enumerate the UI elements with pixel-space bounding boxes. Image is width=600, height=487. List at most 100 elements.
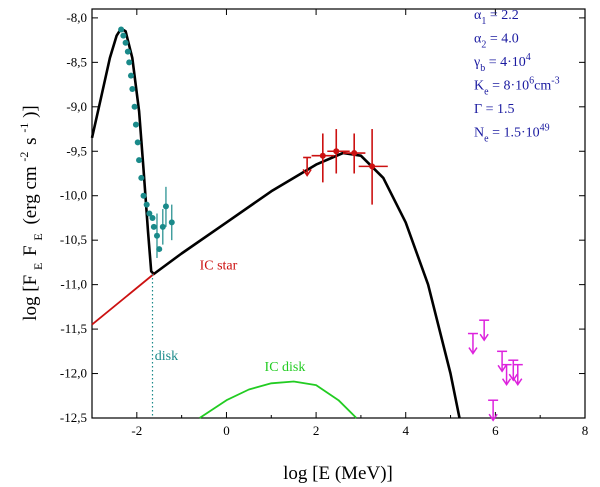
y-tick-label: -11,5: [60, 321, 87, 336]
svg-text:log [F E F E: log [F E F E (erg cm -2 s -1 )]: [12, 105, 47, 320]
x-tick-label: 0: [223, 423, 230, 438]
series-ic-disk: [199, 380, 358, 419]
y-title-close: )]: [20, 105, 41, 118]
optical-point: [146, 210, 153, 217]
gamma-point: [351, 150, 358, 157]
annotations-layer: IC star IC disk disk: [155, 259, 306, 375]
param-exponent: 4: [526, 52, 531, 63]
magenta-upper-limit-arrow: [513, 378, 523, 387]
y-title-mid: F: [20, 245, 41, 256]
y-tick-label: -10,0: [60, 188, 87, 203]
y-title-units: (erg cm: [20, 166, 41, 224]
optical-point: [134, 139, 141, 146]
param-symbol: Γ: [474, 102, 482, 117]
param-value: = 1.5·10: [489, 126, 540, 141]
optical-point: [153, 232, 160, 239]
optical-point: [150, 223, 157, 230]
parameter-line: Γ = 1.5: [474, 102, 515, 117]
x-tick-label: -2: [131, 423, 142, 438]
optical-point: [124, 48, 131, 55]
y-tick-label: -9,0: [66, 99, 87, 114]
ticks-layer: -2 0 2 4 6 8 -8,0 -8,5 -9,0 -9,5 -10,0 -10,5 -11,0 -1…: [60, 9, 588, 438]
optical-point: [156, 246, 163, 253]
optical-point: [122, 39, 129, 46]
optical-point: [136, 157, 143, 164]
magenta-upper-limit-arrow: [479, 333, 489, 342]
optical-point: [129, 86, 136, 93]
gamma-upper-limit-arrow: [302, 169, 312, 177]
optical-point: [159, 223, 166, 230]
magenta-upper-limit-arrow: [488, 413, 498, 422]
gamma-point: [319, 152, 326, 159]
param-unit: cm: [534, 79, 551, 94]
parameter-line: γb = 4·104: [473, 52, 531, 74]
annotation-ic-star: IC star: [200, 259, 238, 274]
optical-point: [168, 219, 175, 226]
parameter-line: Ke = 8·106cm-3: [474, 76, 560, 98]
y-tick-label: -12,0: [60, 366, 87, 381]
optical-point: [127, 72, 134, 79]
annotation-ic-disk: IC disk: [265, 360, 306, 375]
annotation-disk: disk: [155, 349, 178, 364]
optical-point: [131, 103, 138, 110]
y-tick-label: -8,0: [66, 10, 87, 25]
parameter-line: α1 = 2.2: [474, 8, 519, 27]
param-subscript: b: [480, 63, 485, 74]
optical-point: [126, 59, 133, 66]
x-tick-label: 2: [313, 423, 320, 438]
param-unit-exponent: -3: [551, 76, 559, 87]
y-title-exp2: -1: [17, 123, 31, 133]
y-tick-label: -8,5: [66, 54, 87, 69]
plot-frame: [91, 8, 586, 419]
optical-point: [120, 32, 127, 39]
param-symbol: α: [474, 32, 482, 47]
y-axis-title: log [F E F E (erg cm -2 s -1 )]: [12, 105, 47, 320]
param-value: = 8·10: [489, 79, 530, 94]
y-tick-label: -11,0: [60, 277, 87, 292]
series-ic-star: [91, 273, 155, 326]
optical-point: [118, 26, 125, 33]
y-tick-label: -9,5: [66, 143, 87, 158]
x-tick-label: 4: [402, 423, 409, 438]
magenta-upper-limit-arrow: [501, 378, 512, 387]
optical-point: [143, 201, 150, 208]
y-title-sub: E: [31, 263, 45, 270]
optical-point: [132, 121, 139, 128]
optical-point: [138, 174, 145, 181]
param-subscript: e: [484, 87, 489, 98]
gamma-point: [333, 148, 340, 155]
y-title-base: log [F: [20, 275, 41, 321]
param-subscript: 1: [481, 16, 486, 27]
points-layer: [118, 26, 523, 422]
param-value: = 2.2: [486, 8, 518, 23]
param-symbol: N: [474, 126, 484, 141]
param-subscript: e: [484, 134, 489, 145]
optical-point: [140, 192, 147, 199]
param-subscript: 2: [481, 40, 486, 51]
magenta-upper-limit-arrow: [508, 373, 518, 382]
y-title-s: s: [20, 137, 41, 144]
optical-point: [149, 214, 156, 221]
x-tick-label: 6: [492, 423, 499, 438]
gamma-point: [369, 163, 376, 170]
parameter-line: Ne = 1.5·1049: [474, 123, 550, 145]
param-symbol: K: [474, 79, 484, 94]
param-value: = 4.0: [486, 32, 518, 47]
y-tick-label: -10,5: [60, 232, 87, 247]
param-exponent: 49: [540, 123, 550, 134]
y-title-mid-sub: E: [31, 233, 45, 240]
y-title-exp1: -2: [17, 152, 31, 162]
param-symbol: α: [474, 8, 482, 23]
param-exponent: 6: [529, 76, 534, 87]
x-tick-label: 8: [582, 423, 589, 438]
magenta-upper-limit-arrow: [497, 364, 507, 373]
parameter-line: α2 = 4.0: [474, 32, 519, 51]
param-value: = 4·10: [485, 55, 526, 70]
x-axis-title: log [E (MeV)]: [283, 463, 393, 484]
param-symbol: γ: [473, 55, 480, 70]
y-tick-label: -12,5: [60, 410, 87, 425]
param-value: = 1.5: [482, 102, 514, 117]
magenta-upper-limit-arrow: [468, 347, 478, 355]
